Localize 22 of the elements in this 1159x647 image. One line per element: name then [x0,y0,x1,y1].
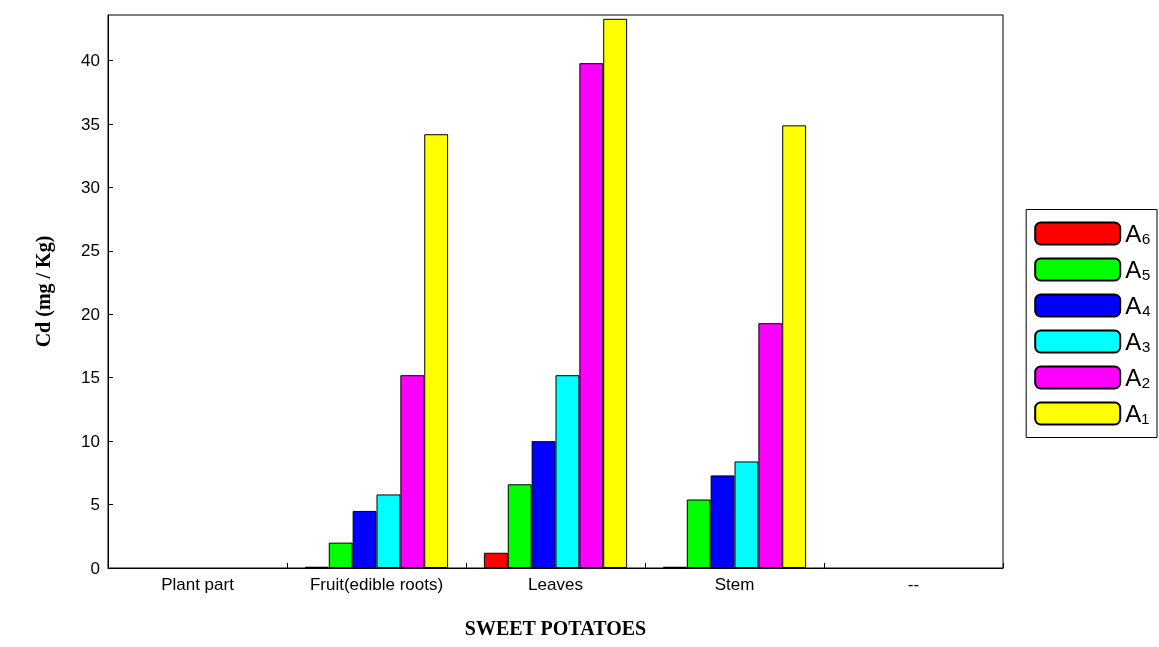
legend-label: A₂ [1125,364,1151,391]
y-tick-label: 0 [90,558,100,578]
y-tick-label: 25 [81,241,100,261]
x-tick-label: Stem [714,575,755,594]
legend-label: A₆ [1125,220,1151,247]
y-tick-label: 30 [81,178,100,197]
y-tick-label: 10 [81,431,100,451]
y-tick-label: 20 [81,304,100,324]
legend-label: A₃ [1125,328,1151,355]
x-tick-label: Fruit(edible roots) [309,575,444,594]
y-tick-label: 5 [90,495,100,515]
x-tick-label: Leaves [528,575,583,594]
x-tick-label: Plant part [161,575,235,594]
y-tick-label: 15 [81,368,100,388]
x-tick-label: -- [907,575,920,594]
y-tick-label: 40 [81,51,100,71]
legend-label: A₅ [1125,256,1151,283]
x-axis-title: SWEET POTATOES [464,617,647,639]
y-tick-label: 35 [81,114,100,134]
y-axis-title: Cd (mg / Kg) [32,235,55,348]
legend-label: A₁ [1125,400,1150,427]
legend-label: A₄ [1125,292,1152,319]
